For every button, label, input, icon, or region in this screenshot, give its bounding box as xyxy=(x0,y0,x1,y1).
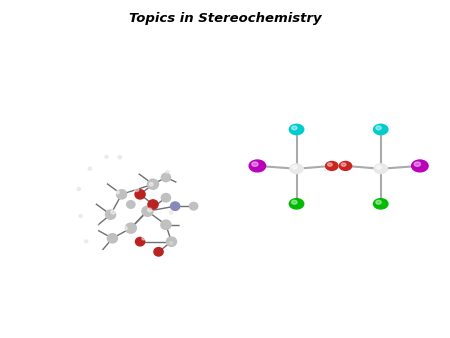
Circle shape xyxy=(127,201,135,208)
Circle shape xyxy=(154,247,163,256)
Circle shape xyxy=(158,191,162,194)
Circle shape xyxy=(328,163,332,166)
Circle shape xyxy=(94,222,98,225)
Circle shape xyxy=(374,124,388,135)
Circle shape xyxy=(116,165,124,173)
Circle shape xyxy=(149,183,153,186)
Circle shape xyxy=(180,221,189,228)
Circle shape xyxy=(161,220,171,230)
Circle shape xyxy=(341,163,346,166)
Circle shape xyxy=(289,199,304,209)
Circle shape xyxy=(180,251,189,259)
Circle shape xyxy=(104,178,108,182)
Circle shape xyxy=(79,215,82,218)
Circle shape xyxy=(166,237,176,246)
Circle shape xyxy=(135,188,139,191)
Circle shape xyxy=(339,162,351,170)
Circle shape xyxy=(142,206,153,216)
Circle shape xyxy=(376,126,381,130)
Circle shape xyxy=(189,202,198,210)
Circle shape xyxy=(116,191,119,194)
Circle shape xyxy=(133,166,138,170)
Circle shape xyxy=(130,167,139,175)
Circle shape xyxy=(108,234,117,243)
Circle shape xyxy=(149,162,153,166)
Circle shape xyxy=(166,171,169,174)
Circle shape xyxy=(148,200,158,209)
Circle shape xyxy=(127,193,132,197)
Circle shape xyxy=(326,162,338,170)
Circle shape xyxy=(414,162,420,166)
Circle shape xyxy=(88,167,91,170)
Circle shape xyxy=(92,198,96,201)
Circle shape xyxy=(374,164,387,173)
Circle shape xyxy=(118,155,122,159)
Circle shape xyxy=(117,190,127,199)
Circle shape xyxy=(125,223,136,233)
Circle shape xyxy=(179,192,182,195)
Circle shape xyxy=(85,240,88,243)
Circle shape xyxy=(135,237,145,246)
Circle shape xyxy=(412,160,428,172)
Circle shape xyxy=(289,124,304,135)
Circle shape xyxy=(135,190,145,199)
Circle shape xyxy=(374,199,388,209)
Circle shape xyxy=(292,200,297,204)
Circle shape xyxy=(292,166,297,169)
Circle shape xyxy=(171,202,180,210)
Circle shape xyxy=(161,193,171,202)
Circle shape xyxy=(77,187,81,191)
Circle shape xyxy=(105,210,116,219)
Circle shape xyxy=(88,197,96,205)
Circle shape xyxy=(376,166,381,169)
Circle shape xyxy=(90,224,98,232)
Circle shape xyxy=(290,164,303,173)
Circle shape xyxy=(161,173,171,182)
Circle shape xyxy=(376,200,381,204)
Circle shape xyxy=(95,250,104,257)
Circle shape xyxy=(123,226,127,230)
Circle shape xyxy=(176,180,185,188)
Circle shape xyxy=(99,177,108,185)
Circle shape xyxy=(153,225,157,228)
Circle shape xyxy=(111,210,115,214)
Circle shape xyxy=(148,179,158,189)
Circle shape xyxy=(292,126,297,130)
Text: Topics in Stereochemistry: Topics in Stereochemistry xyxy=(129,12,321,25)
Circle shape xyxy=(105,155,108,158)
Circle shape xyxy=(122,178,126,182)
Circle shape xyxy=(142,237,146,240)
Circle shape xyxy=(249,160,266,172)
Circle shape xyxy=(169,241,173,245)
Circle shape xyxy=(148,208,152,212)
Circle shape xyxy=(169,211,173,214)
Circle shape xyxy=(252,162,258,166)
